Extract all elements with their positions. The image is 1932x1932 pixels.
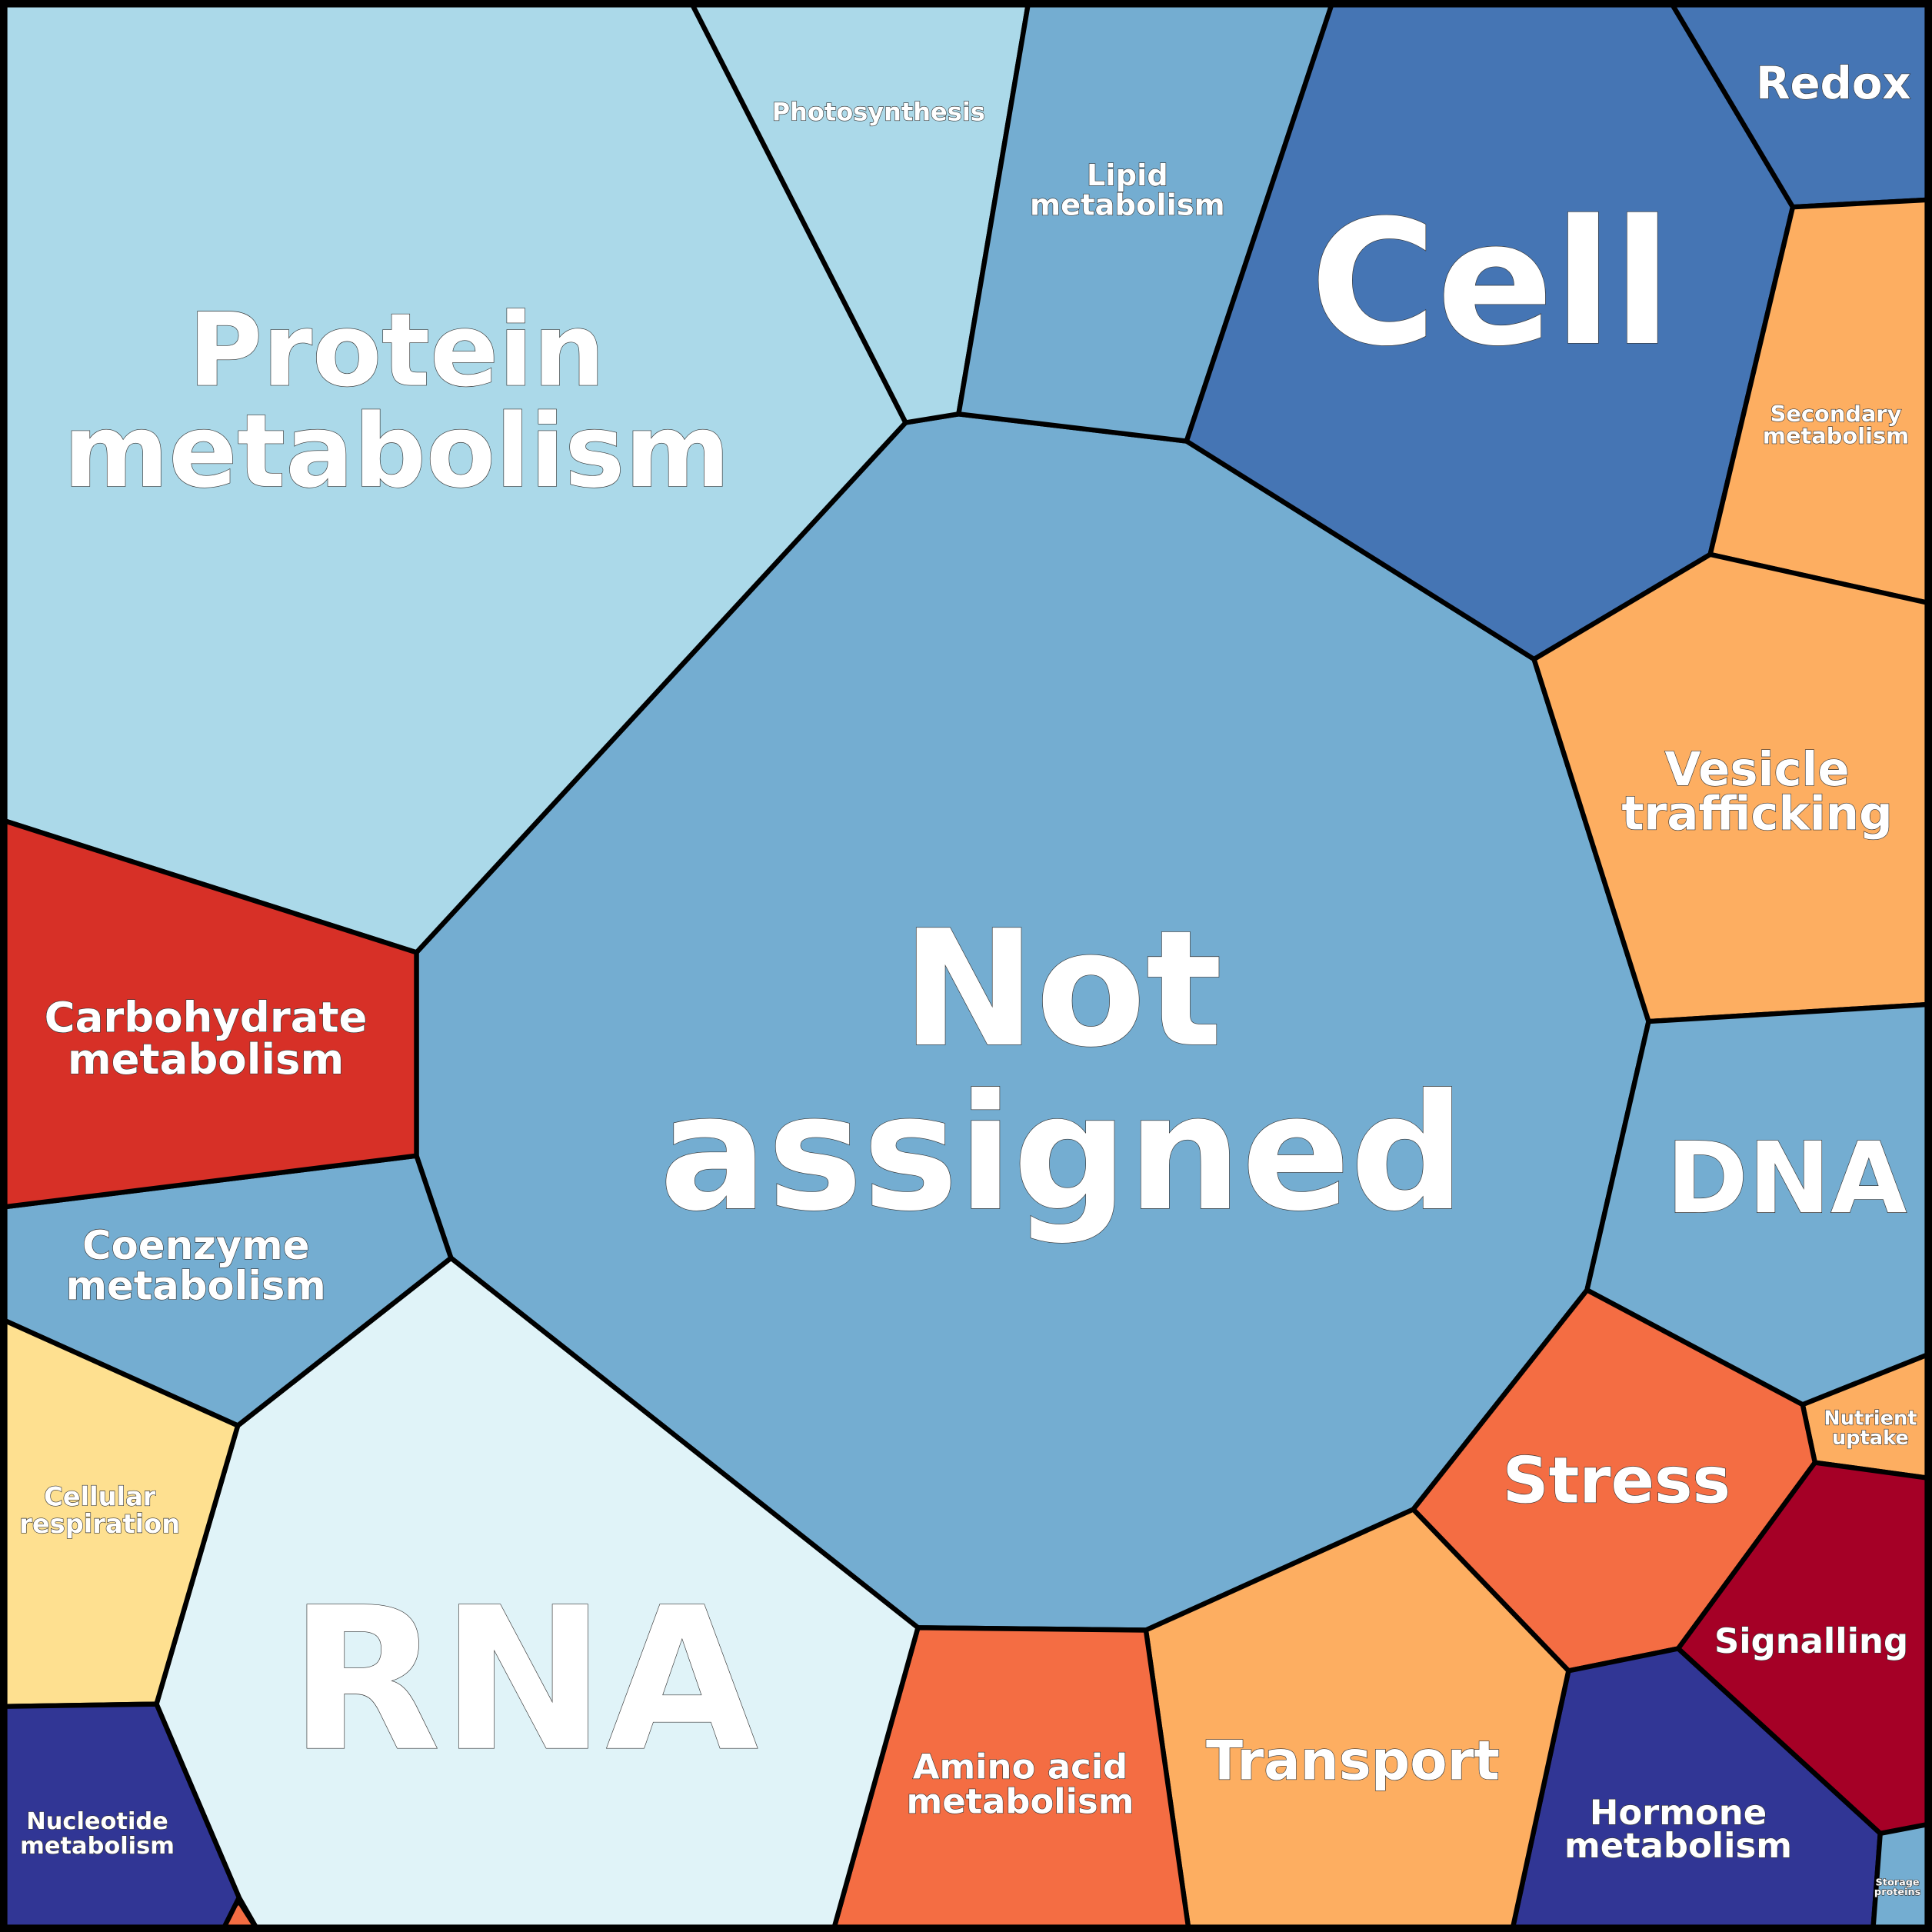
- cell-label: Cell: [1310, 183, 1671, 384]
- cell-label: Storage: [1876, 1877, 1920, 1888]
- cell-label: metabolism: [68, 1034, 344, 1084]
- cell-label: metabolism: [1763, 423, 1909, 449]
- cell-label: respiration: [19, 1509, 180, 1539]
- cell-label: proteins: [1874, 1887, 1921, 1898]
- cell-label: trafficking: [1621, 787, 1892, 841]
- cell-label: Secondary: [1770, 401, 1902, 427]
- cell: [1667, 0, 1932, 210]
- cell-label: Not: [901, 897, 1222, 1083]
- cell-label: assigned: [659, 1061, 1464, 1247]
- cell-label: metabolism: [20, 1833, 175, 1860]
- cell-label: Nutrient: [1824, 1407, 1917, 1431]
- cell: [0, 817, 419, 1211]
- cell: [1143, 1507, 1571, 1932]
- cell-label: uptake: [1832, 1427, 1909, 1450]
- cell-label: metabolism: [63, 392, 730, 510]
- cell-label: metabolism: [66, 1264, 326, 1310]
- cell-label: metabolism: [1030, 188, 1225, 223]
- cell-label: Protein: [188, 291, 605, 409]
- cell-label: Stress: [1503, 1443, 1731, 1517]
- cell-label: Photosynthesis: [772, 97, 985, 126]
- cell-label: Vesicle: [1664, 742, 1849, 797]
- cell-label: Transport: [1206, 1730, 1500, 1793]
- cell: [1870, 1820, 1932, 1932]
- cell-label: Redox: [1756, 57, 1911, 109]
- cell-label: Signalling: [1714, 1621, 1908, 1661]
- cell-label: metabolism: [1564, 1825, 1792, 1866]
- cell-label: Hormone: [1590, 1792, 1767, 1833]
- labels: NotassignedProteinmetabolismPhotosynthes…: [19, 56, 1922, 1899]
- cell-label: DNA: [1667, 1121, 1907, 1236]
- cell: [0, 1701, 242, 1932]
- cell: [0, 0, 908, 955]
- cell-label: metabolism: [907, 1780, 1134, 1821]
- cell-label: Coenzyme: [82, 1223, 309, 1269]
- cell-label: Amino acid: [913, 1747, 1128, 1787]
- cell: [1707, 197, 1932, 607]
- cell-label: RNA: [289, 1566, 760, 1795]
- cell-label: Cellular: [44, 1482, 156, 1512]
- cell-label: Lipid: [1087, 158, 1168, 193]
- cell-label: Nucleotide: [26, 1808, 168, 1835]
- cell-label: Carbohydrate: [45, 993, 368, 1042]
